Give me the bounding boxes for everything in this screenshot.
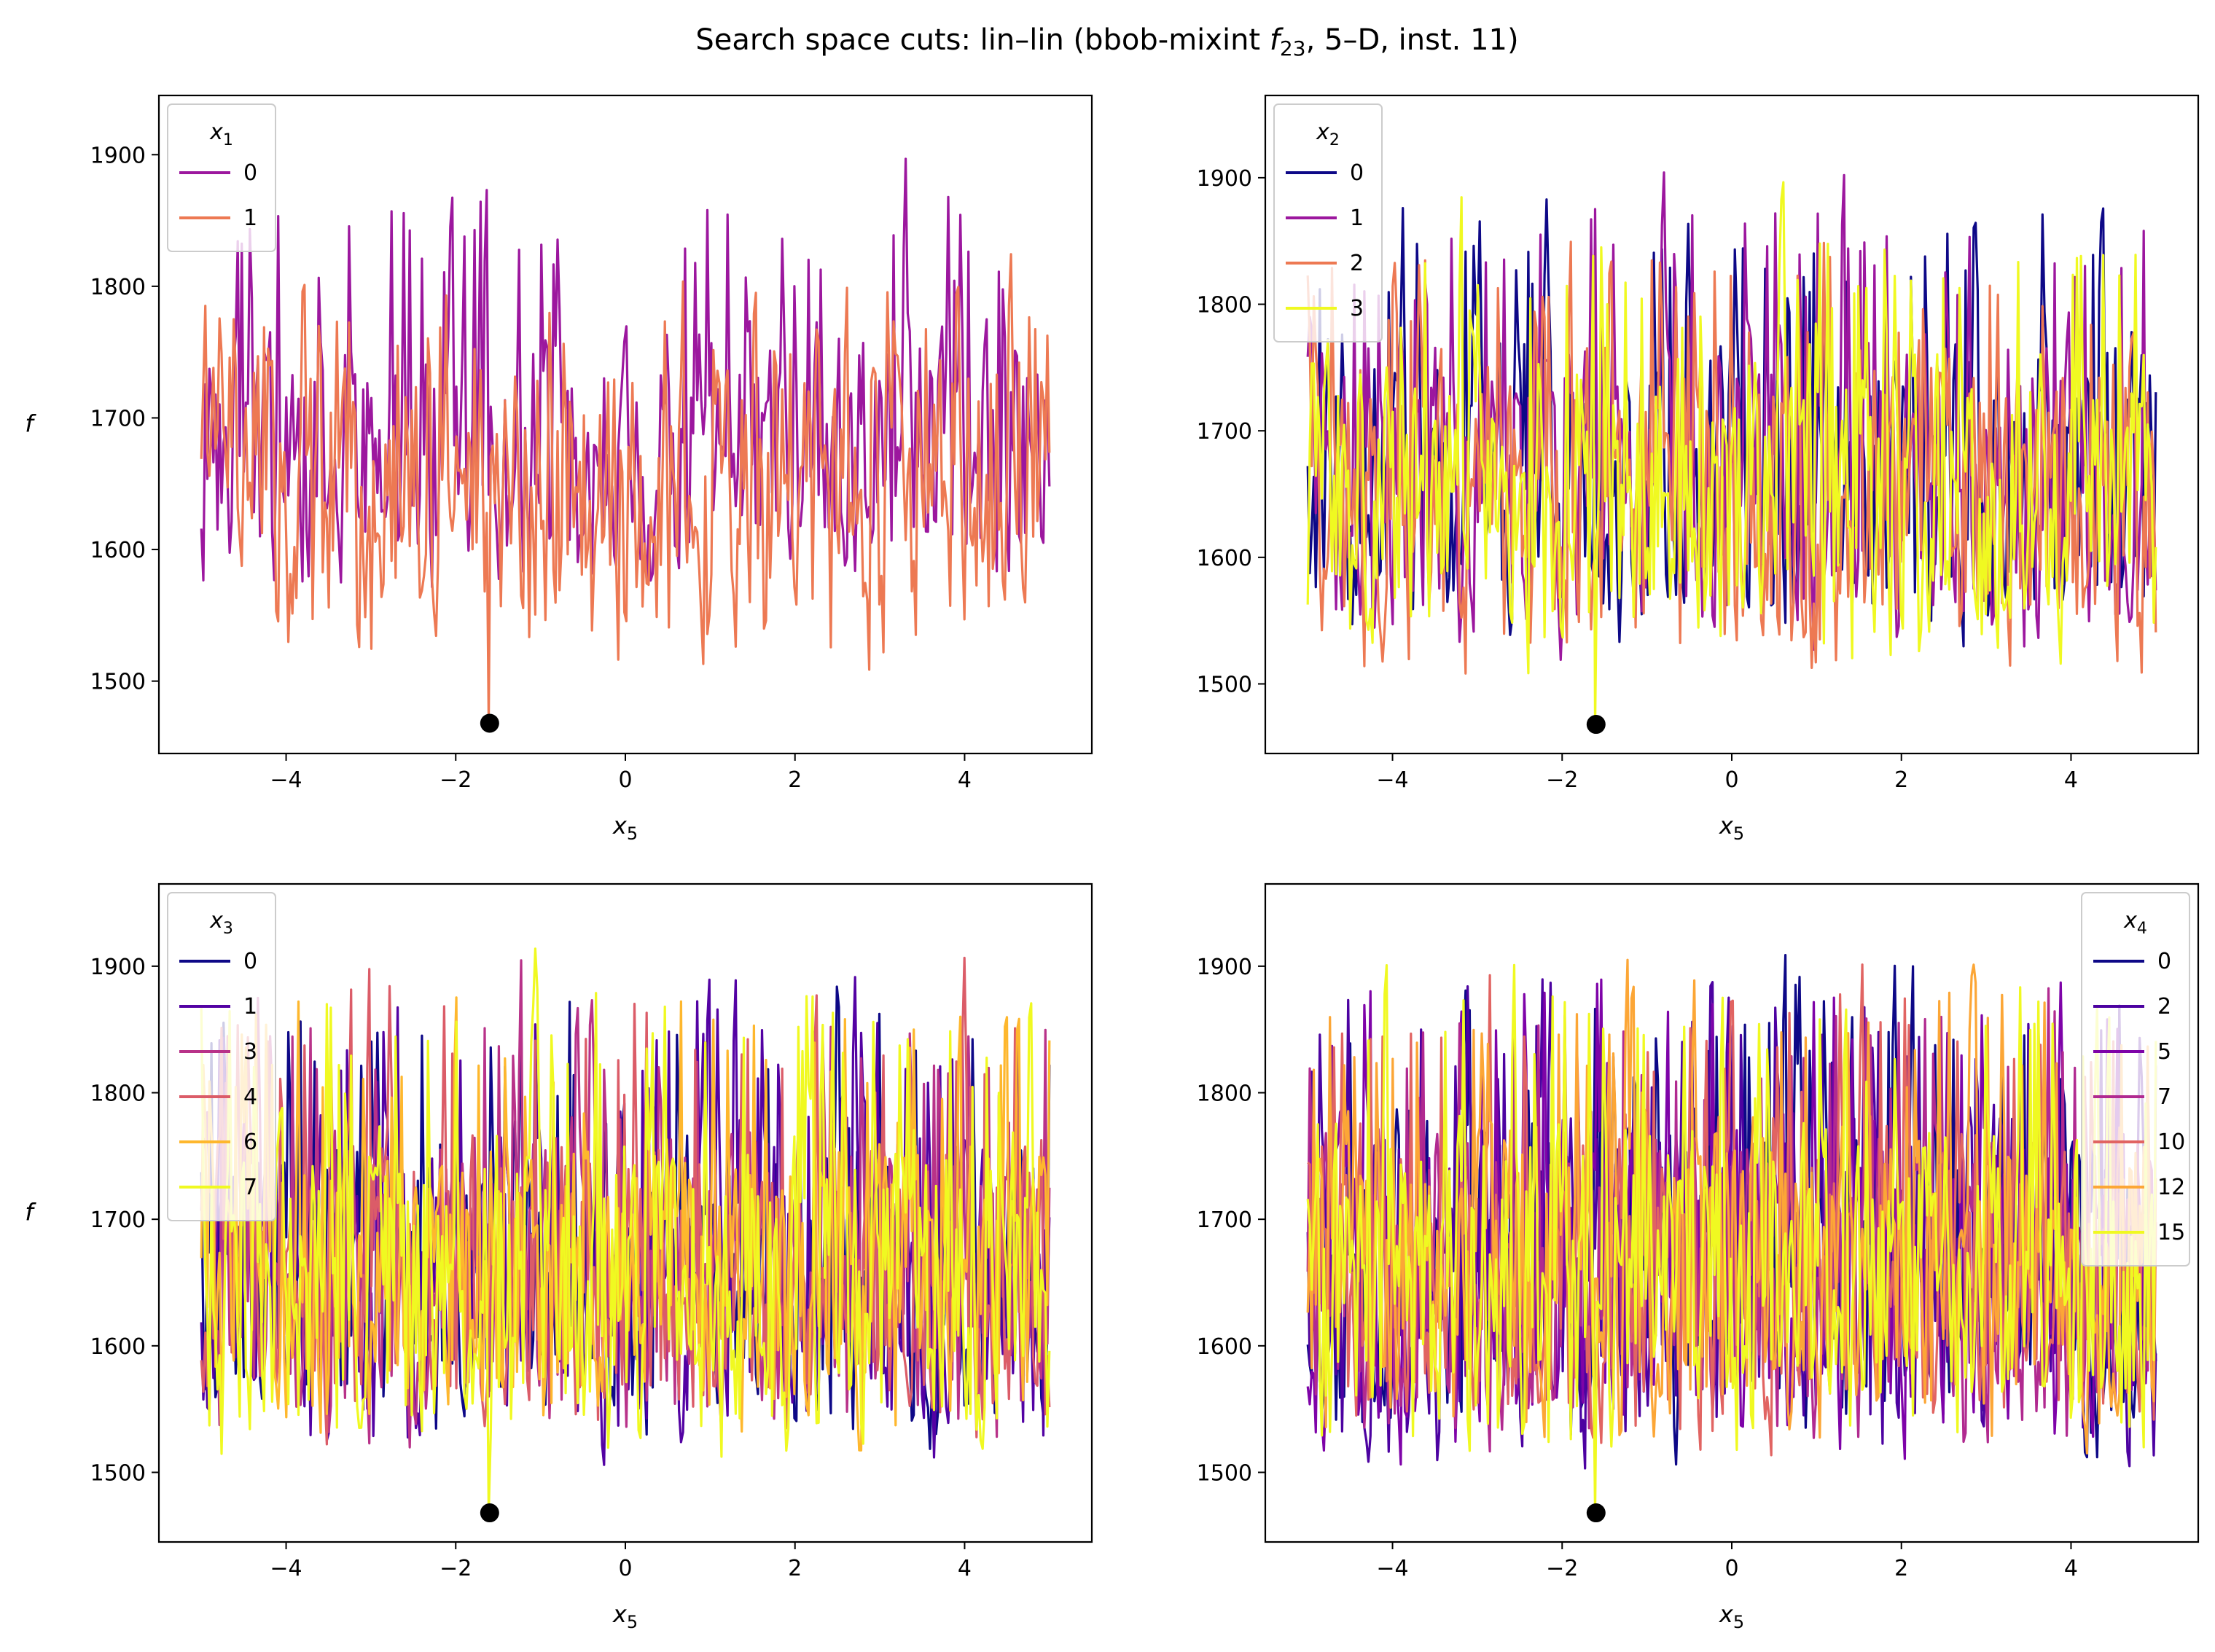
x-tick-label: 4 [958,1556,972,1581]
series-line-10 [1307,963,2157,1457]
x-tick-label: 4 [2064,1556,2078,1581]
y-tick-label: 1800 [90,275,146,300]
legend-box [167,103,276,252]
x-tick-label: 0 [1724,1556,1738,1581]
y-tick-label: 1500 [90,670,146,695]
optimum-marker [1586,715,1606,735]
x-tick-label: 4 [2064,767,2078,793]
x-tick-label: 2 [1894,1556,1908,1581]
legend-entry-12: 12 [2157,1175,2185,1200]
y-tick-label: 1800 [1197,1081,1252,1107]
legend-entry-3: 3 [1350,296,1364,321]
legend-entry-0: 0 [1350,160,1364,186]
x-tick-label: −4 [270,1556,302,1581]
x-tick-label: −4 [270,767,302,793]
x-tick-label: −4 [1376,767,1408,793]
legend-entry-15: 15 [2157,1220,2185,1245]
x-tick-label: −2 [440,767,472,793]
legend-entry-5: 5 [2157,1039,2171,1065]
x-tick-label: −2 [440,1556,472,1581]
legend-entry-1: 1 [1350,205,1364,231]
legend-box [1273,103,1383,342]
x-tick-label: 2 [788,767,802,793]
y-tick-label: 1600 [90,1334,146,1360]
x-tick-label: 0 [1724,767,1738,793]
y-tick-label: 1600 [1197,546,1252,571]
y-tick-label: 1600 [1197,1334,1252,1360]
legend-entry-6: 6 [243,1130,257,1155]
legend: x4 0 2 5 7 10 12 15 [2081,892,2190,1267]
legend-entry-0: 0 [243,949,257,974]
legend-entry-0: 0 [243,160,257,186]
plot-area [200,947,1051,1514]
legend-title: x2 [1316,120,1340,149]
y-tick-label: 1800 [1197,293,1252,318]
x-tick-label: 0 [618,767,632,793]
series-line-3 [1306,181,2157,726]
plot-area [1306,171,2157,726]
y-tick-label: 1900 [1197,955,1252,980]
legend-box [167,892,276,1221]
y-tick-label: 1500 [1197,1460,1252,1486]
x-tick-label: −2 [1546,767,1578,793]
plot-area [200,157,1051,725]
legend-entry-2: 2 [2157,994,2171,1019]
series-line-15 [1306,963,2157,1514]
legend-entry-2: 2 [1350,251,1364,276]
x-tick-label: −4 [1376,1556,1408,1581]
optimum-marker [1586,1503,1606,1523]
optimum-marker [480,713,499,733]
legend-entry-7: 7 [243,1175,257,1200]
legend: x2 0 1 2 3 [1273,103,1383,342]
x-tick-label: 0 [618,1556,632,1581]
figure-title: Search space cuts: lin–lin (bbob-mixint … [695,23,1518,60]
legend-entry-0: 0 [2157,949,2171,974]
y-tick-label: 1700 [1197,1207,1252,1233]
legend-entry-1: 1 [243,994,257,1019]
x-tick-label: 2 [788,1556,802,1581]
y-tick-label: 1700 [1197,419,1252,445]
legend-entry-3: 3 [243,1039,257,1065]
plot-area [1306,954,2157,1514]
x-tick-label: 2 [1894,767,1908,793]
y-tick-label: 1500 [90,1460,146,1486]
y-tick-label: 1500 [1197,672,1252,697]
y-tick-label: 1900 [90,955,146,980]
subplot-4: −4 −2 0 2 415001600170018001900x5fx402571012… [25,882,2200,1632]
legend-entry-4: 4 [243,1084,257,1110]
series-line-7 [200,947,1051,1514]
y-tick-label: 1800 [90,1081,146,1107]
legend-title: x4 [2123,908,2147,938]
x-tick-label: −2 [1546,1556,1578,1581]
legend-entry-7: 7 [2157,1084,2171,1110]
y-tick-label: 1700 [90,406,146,431]
optimum-marker [480,1503,499,1523]
series-line-1 [200,253,1051,725]
y-tick-label: 1600 [90,538,146,563]
x-tick-label: 4 [958,767,972,793]
y-tick-label: 1900 [1197,166,1252,192]
y-tick-label: 1700 [90,1207,146,1233]
legend-entry-10: 10 [2157,1130,2185,1155]
legend-box [2081,892,2190,1267]
y-tick-label: 1900 [90,143,146,168]
legend-entry-1: 1 [243,205,257,231]
series-line-0 [200,157,1051,589]
